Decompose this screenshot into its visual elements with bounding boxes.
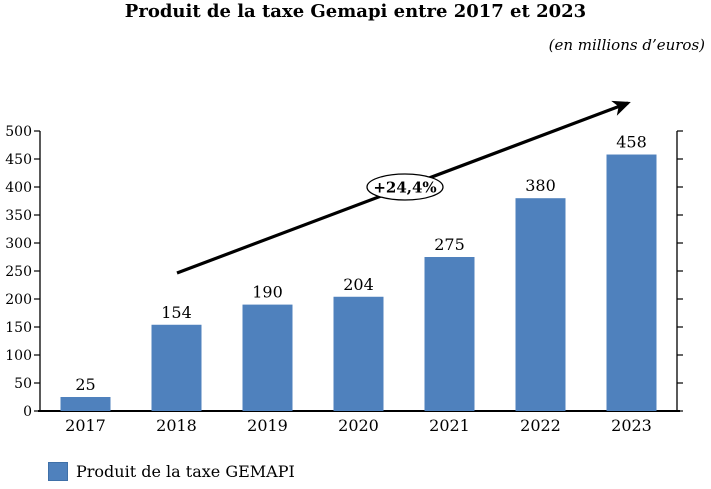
bar-value-label: 380 [525, 176, 556, 195]
y-axis-tick-label: 150 [5, 320, 32, 336]
legend-color-swatch [48, 462, 68, 481]
legend-series-label: Produit de la taxe GEMAPI [76, 462, 295, 481]
y-axis-tick-label: 50 [14, 376, 32, 392]
bar-2019 [242, 304, 293, 411]
growth-annotation-ellipse [366, 173, 444, 201]
y-axis-tick-label: 300 [5, 236, 32, 252]
bar-2021 [424, 257, 475, 411]
bar-2018 [151, 324, 202, 411]
x-axis-category-label: 2017 [65, 416, 106, 435]
x-axis-category-label: 2022 [520, 416, 561, 435]
y-axis-tick-label: 350 [5, 208, 32, 224]
bar-value-label: 154 [161, 303, 192, 322]
y-axis-tick-label: 250 [5, 264, 32, 280]
bar-value-label: 204 [343, 275, 374, 294]
chart-subtitle: (en millions d’euros) [548, 36, 705, 54]
bar-value-label: 275 [434, 235, 465, 254]
growth-annotation-label: +24,4% [373, 179, 436, 197]
chart-title: Produit de la taxe Gemapi entre 2017 et … [124, 1, 587, 22]
y-axis-tick-label: 500 [5, 124, 32, 140]
bar-value-label: 190 [252, 283, 283, 302]
y-axis-tick-label: 200 [5, 292, 32, 308]
y-axis-tick-label: 400 [5, 180, 32, 196]
bar-value-label: 458 [616, 133, 647, 152]
y-axis-tick-label: 450 [5, 152, 32, 168]
bar-2023 [606, 154, 657, 411]
bar-2020 [333, 296, 384, 411]
bar-value-label: 25 [75, 375, 95, 394]
bar-2022 [515, 198, 566, 411]
x-axis-category-label: 2023 [611, 416, 652, 435]
x-axis-category-label: 2019 [247, 416, 288, 435]
x-axis-category-label: 2021 [429, 416, 470, 435]
y-axis-tick-label: 100 [5, 348, 32, 364]
x-axis-category-label: 2020 [338, 416, 379, 435]
y-axis-tick-label: 0 [23, 404, 32, 420]
bar-2017 [60, 397, 111, 411]
chart-legend: Produit de la taxe GEMAPI [48, 462, 295, 481]
x-axis-category-label: 2018 [156, 416, 197, 435]
